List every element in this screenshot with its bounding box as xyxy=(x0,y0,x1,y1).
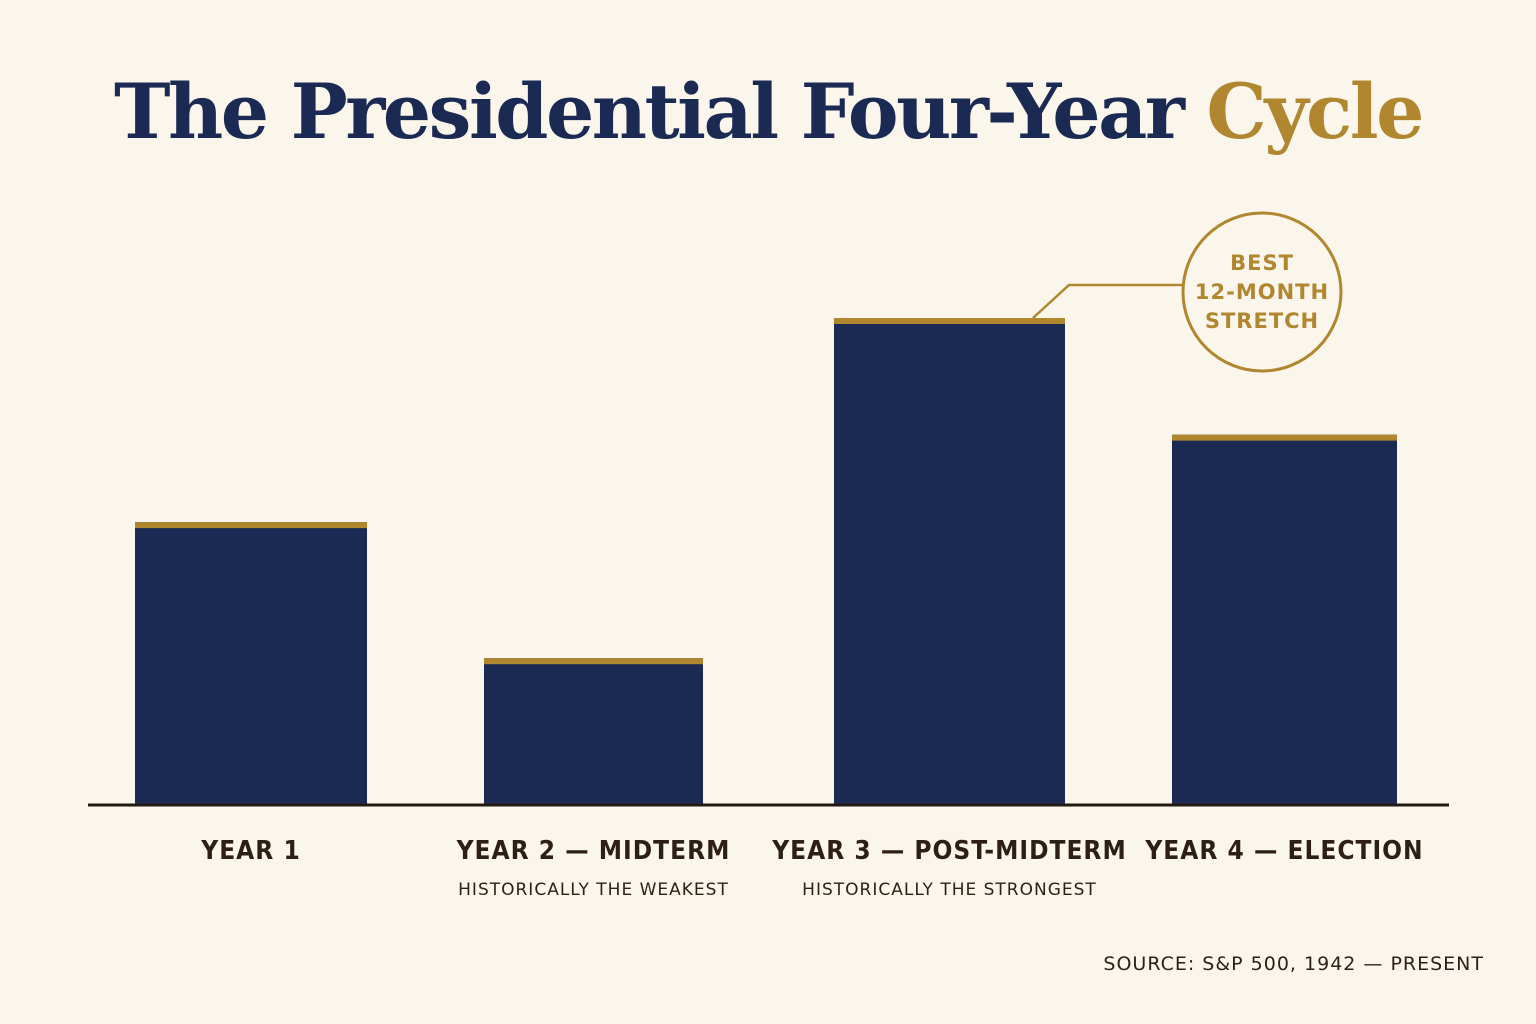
bar-1 xyxy=(135,522,367,804)
x-tick-label-4: YEAR 4 — ELECTION xyxy=(1144,836,1423,866)
callout-text-line-2: 12-MONTH xyxy=(1195,280,1329,304)
x-tick-label-1: YEAR 1 xyxy=(200,836,300,866)
bar-3 xyxy=(834,318,1065,804)
bar-cap-4 xyxy=(1172,434,1397,441)
callout-circle xyxy=(1181,211,1343,373)
x-tick-sublabel-2: HISTORICALLY THE WEAKEST xyxy=(458,880,729,900)
callout-text-line-3: STRETCH xyxy=(1205,309,1319,333)
source-note: SOURCE: S&P 500, 1942 — PRESENT xyxy=(1103,953,1484,975)
x-tick-label-2: YEAR 2 — MIDTERM xyxy=(456,836,731,866)
callout-text-line-1: BEST xyxy=(1230,251,1294,275)
bar-2 xyxy=(484,658,703,804)
x-tick-sublabel-3: HISTORICALLY THE STRONGEST xyxy=(802,880,1097,900)
callout-leader-line xyxy=(1032,283,1183,319)
bar-cap-1 xyxy=(135,522,367,529)
chart-title: The Presidential Four-Year Cycle xyxy=(0,62,1536,162)
chart-title-main: The Presidential Four-Year xyxy=(113,67,1207,156)
chart-title-accent: Cycle xyxy=(1206,67,1424,156)
bar-cap-2 xyxy=(484,658,703,665)
bar-cap-3 xyxy=(834,318,1065,324)
x-tick-label-3: YEAR 3 — POST-MIDTERM xyxy=(771,836,1126,866)
bar-4 xyxy=(1172,434,1397,804)
